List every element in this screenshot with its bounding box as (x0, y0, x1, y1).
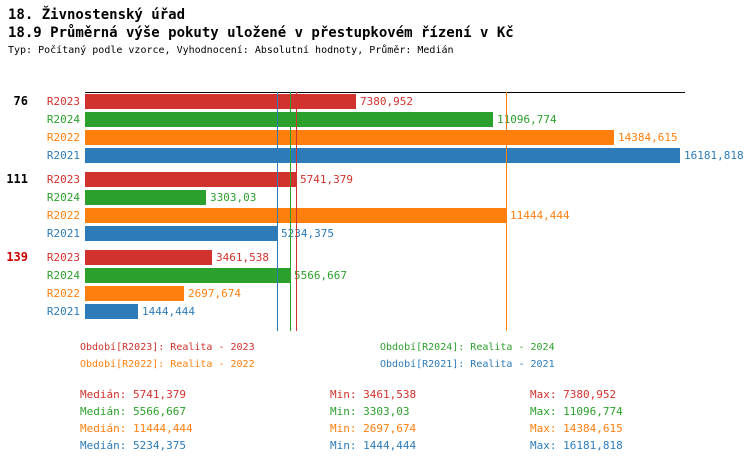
median-line-r2021 (277, 92, 278, 331)
group-label-76: 76 (13, 94, 28, 108)
bar-r2023 (85, 250, 212, 265)
stat-median-r2022: Medián: 11444,444 (80, 422, 193, 435)
bar-r2023 (85, 94, 356, 109)
group-label-139: 139 (6, 250, 28, 264)
legend-r2024: Období[R2024]: Realita - 2024 (380, 342, 555, 353)
median-line-r2023 (296, 92, 297, 331)
legend-r2021: Období[R2021]: Realita - 2021 (380, 359, 555, 370)
bar-r2024 (85, 268, 290, 283)
series-label-r2023: R2023 (46, 173, 80, 186)
bar-value-r2021: 5234,375 (281, 227, 334, 240)
bar-r2024 (85, 112, 493, 127)
stat-median-r2023: Medián: 5741,379 (80, 388, 186, 401)
series-label-r2022: R2022 (46, 209, 80, 222)
bar-value-r2021: 16181,818 (684, 149, 744, 162)
bar-value-r2021: 1444,444 (142, 305, 195, 318)
series-label-r2022: R2022 (46, 287, 80, 300)
bar-value-r2023: 5741,379 (300, 173, 353, 186)
series-label-r2024: R2024 (46, 191, 80, 204)
bar-value-r2023: 3461,538 (216, 251, 269, 264)
bar-value-r2023: 7380,952 (360, 95, 413, 108)
bar-value-r2024: 5566,667 (294, 269, 347, 282)
bar-value-r2022: 11444,444 (510, 209, 570, 222)
series-label-r2023: R2023 (46, 95, 80, 108)
chart-meta: Typ: Počítaný podle vzorce, Vyhodnocení:… (8, 45, 454, 56)
chart-subtitle: 18.9 Průměrná výše pokuty uložené v přes… (8, 25, 514, 41)
stat-max-r2023: Max: 7380,952 (530, 388, 617, 401)
stat-max-r2021: Max: 16181,818 (530, 439, 623, 452)
median-line-r2022 (506, 92, 507, 331)
bar-r2022 (85, 286, 184, 301)
median-line-r2024 (290, 92, 291, 331)
series-label-r2021: R2021 (46, 227, 80, 240)
x-axis-line (85, 92, 685, 93)
chart-title: 18. Živnostenský úřad (8, 7, 186, 23)
legend-r2022: Období[R2022]: Realita - 2022 (80, 359, 255, 370)
series-label-r2022: R2022 (46, 131, 80, 144)
stat-max-r2022: Max: 14384,615 (530, 422, 623, 435)
bar-r2022 (85, 208, 506, 223)
series-label-r2023: R2023 (46, 251, 80, 264)
bar-value-r2024: 3303,03 (210, 191, 257, 204)
bar-value-r2022: 14384,615 (618, 131, 678, 144)
bar-r2022 (85, 130, 614, 145)
bar-r2021 (85, 148, 680, 163)
stat-max-r2024: Max: 11096,774 (530, 405, 623, 418)
stat-min-r2021: Min: 1444,444 (330, 439, 417, 452)
legend-r2023: Období[R2023]: Realita - 2023 (80, 342, 255, 353)
bar-r2021 (85, 226, 277, 241)
bar-r2021 (85, 304, 138, 319)
series-label-r2021: R2021 (46, 149, 80, 162)
stat-min-r2024: Min: 3303,03 (330, 405, 410, 418)
bar-r2024 (85, 190, 206, 205)
bar-value-r2024: 11096,774 (497, 113, 557, 126)
stat-median-r2024: Medián: 5566,667 (80, 405, 186, 418)
bar-r2023 (85, 172, 296, 187)
series-label-r2024: R2024 (46, 269, 80, 282)
stat-median-r2021: Medián: 5234,375 (80, 439, 186, 452)
stat-min-r2022: Min: 2697,674 (330, 422, 417, 435)
bar-value-r2022: 2697,674 (188, 287, 241, 300)
stat-min-r2023: Min: 3461,538 (330, 388, 417, 401)
series-label-r2021: R2021 (46, 305, 80, 318)
group-label-111: 111 (6, 172, 28, 186)
series-label-r2024: R2024 (46, 113, 80, 126)
